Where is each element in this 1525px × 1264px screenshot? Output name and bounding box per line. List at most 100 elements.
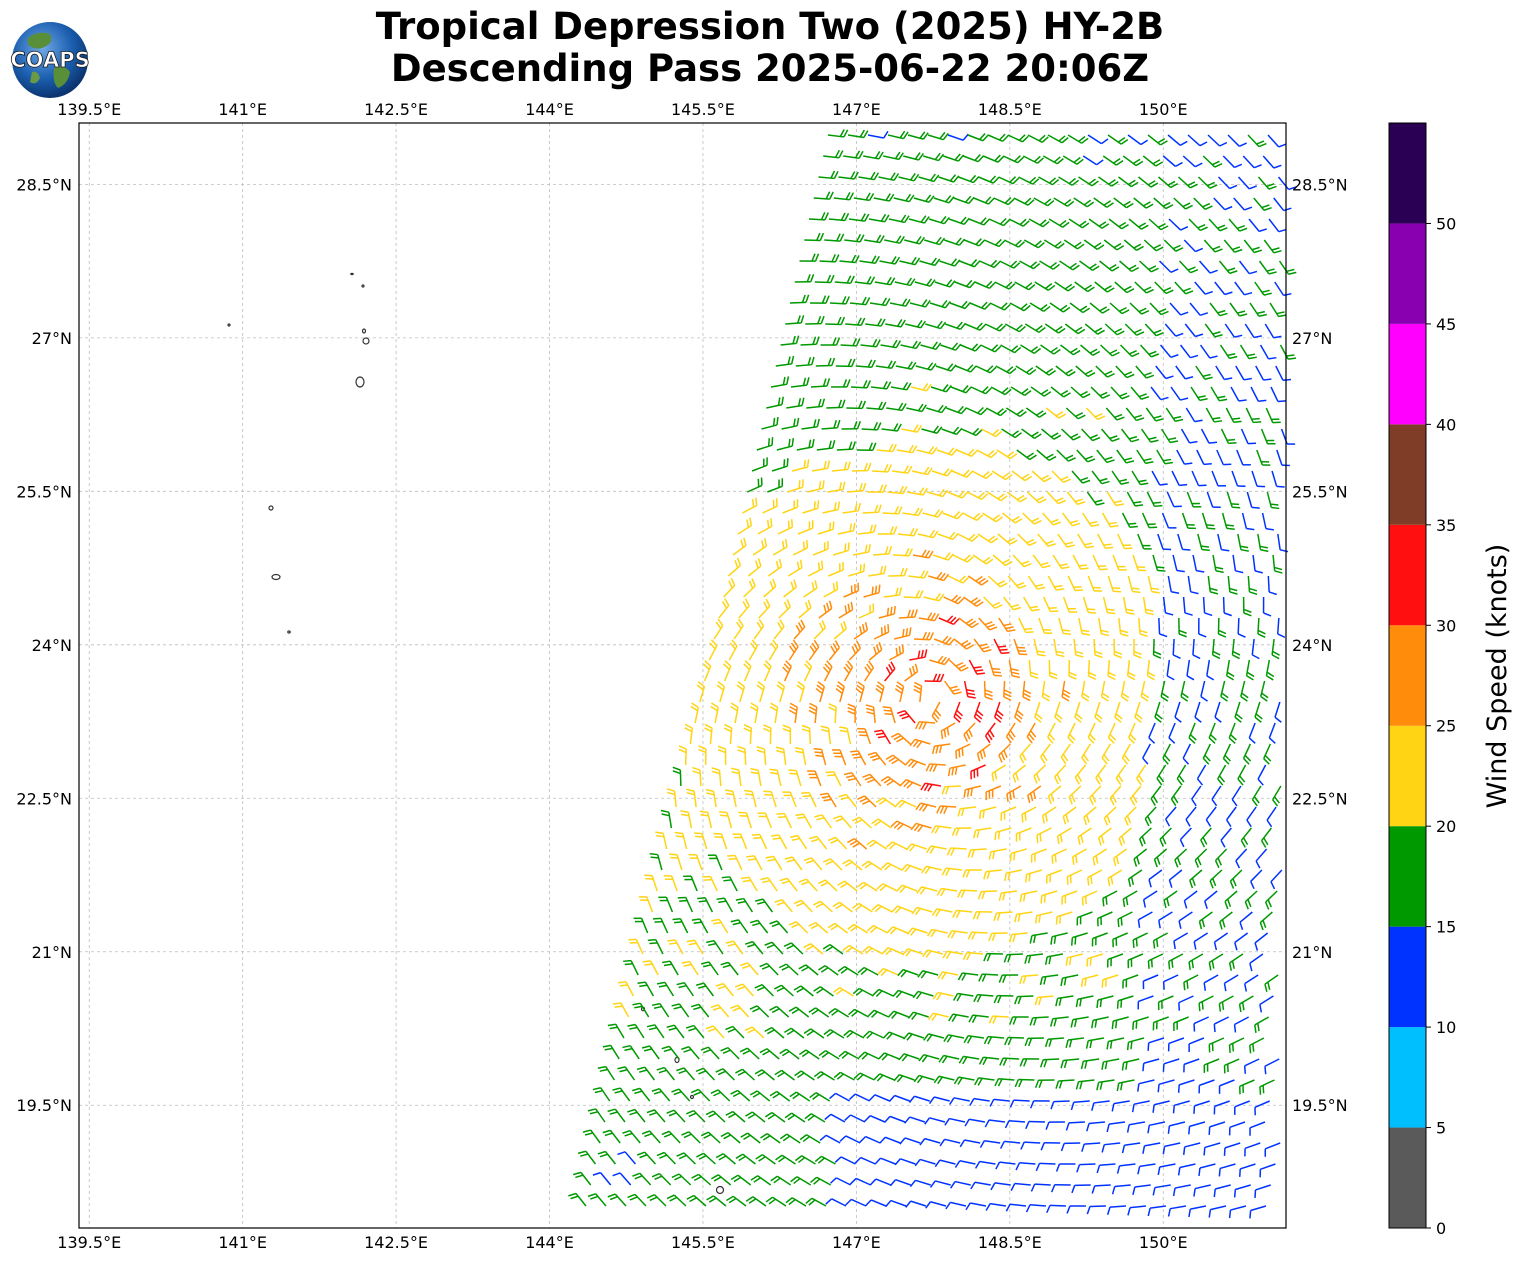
wind-barb	[801, 418, 820, 430]
wind-barb	[957, 533, 979, 542]
wind-barb	[1252, 554, 1263, 574]
wind-barb-staff	[819, 260, 836, 263]
wind-barb-flag	[1117, 136, 1126, 143]
wind-barb-flag	[1129, 525, 1138, 529]
wind-barb-flag	[1075, 498, 1084, 503]
wind-barb-staff	[929, 659, 945, 666]
wind-barb	[863, 660, 875, 682]
wind-barb	[1088, 218, 1110, 229]
wind-barb-flag	[966, 644, 974, 650]
wind-barb-flag	[674, 921, 683, 924]
wind-barb	[1002, 512, 1023, 524]
wind-barb-staff	[1002, 596, 1014, 611]
wind-barb-staff	[1128, 218, 1142, 230]
wind-barb	[828, 212, 850, 222]
wind-barb	[1240, 680, 1249, 702]
wind-barb	[1054, 281, 1076, 292]
wind-barb-staff	[868, 649, 883, 661]
wind-barb	[929, 299, 951, 309]
wind-barb-staff	[1257, 617, 1260, 635]
wind-barb-staff	[1153, 197, 1167, 210]
wind-barb-staff	[944, 785, 961, 788]
wind-barb	[924, 236, 946, 246]
wind-barb-flag	[1009, 853, 1012, 862]
island-outline	[355, 376, 365, 388]
wind-barb-flag	[952, 618, 960, 625]
wind-barb-staff	[1164, 323, 1177, 337]
wind-barb-flag	[710, 639, 718, 647]
wind-barb-staff	[1098, 176, 1113, 187]
wind-barb-flag	[1150, 267, 1159, 273]
wind-barb-staff	[1032, 554, 1044, 569]
wind-barb-staff	[1254, 281, 1265, 296]
wind-barb-flag	[950, 258, 958, 266]
wind-barb-staff	[1149, 302, 1162, 316]
wind-barb	[1089, 302, 1110, 314]
wind-barb	[806, 398, 826, 409]
wind-barb-staff	[1209, 302, 1221, 317]
wind-barb-flag	[1180, 225, 1189, 231]
wind-barb-flag	[924, 550, 931, 558]
wind-barb	[1137, 533, 1152, 550]
wind-barb-staff	[1102, 596, 1109, 613]
wind-barb	[1022, 155, 1044, 164]
wind-barb-flag	[1184, 612, 1193, 616]
wind-barb	[926, 404, 948, 414]
wind-barb-flag	[758, 618, 765, 627]
wind-barb	[1021, 428, 1042, 440]
wind-barb-staff	[1120, 428, 1132, 443]
wind-barb	[988, 217, 1010, 227]
wind-barb-flag	[877, 318, 883, 326]
wind-barb	[851, 380, 871, 389]
wind-barb-flag	[1231, 417, 1241, 420]
wind-barb-staff	[1046, 491, 1059, 505]
wind-barb-flag	[946, 615, 954, 623]
wind-barb	[1172, 638, 1181, 659]
wind-barb-flag	[763, 663, 771, 671]
wind-barb-flag	[955, 750, 958, 759]
wind-barb-flag	[825, 770, 834, 774]
wind-barb-flag	[853, 643, 859, 652]
wind-barb-flag	[1031, 431, 1039, 437]
wind-barb	[852, 544, 871, 556]
wind-barb-flag	[890, 606, 893, 615]
wind-barb-flag	[903, 465, 909, 474]
wind-barb-staff	[824, 239, 841, 242]
wind-barb-staff	[944, 239, 960, 246]
wind-barb	[913, 194, 935, 203]
wind-barb-flag	[1192, 654, 1201, 660]
wind-barb-flag	[1071, 179, 1080, 186]
wind-barb-flag	[772, 578, 777, 587]
wind-barb-flag	[934, 258, 941, 266]
wind-barb-flag	[1040, 389, 1049, 395]
wind-barb-staff	[900, 344, 917, 350]
wind-barb	[1048, 659, 1058, 680]
wind-barb-flag	[1147, 675, 1155, 681]
wind-barb-staff	[1033, 197, 1049, 207]
wind-barb-staff	[1204, 323, 1216, 338]
wind-barb	[1033, 638, 1046, 657]
wind-barb-flag	[743, 663, 751, 671]
wind-barb-flag	[1068, 675, 1077, 680]
wind-barb-flag	[835, 581, 839, 590]
wind-barb-flag	[992, 601, 1001, 607]
wind-barb-staff	[1236, 449, 1244, 466]
wind-barb-flag	[892, 443, 897, 452]
wind-barb	[1053, 638, 1065, 658]
wind-barb-flag	[1146, 288, 1154, 294]
wind-barb	[787, 559, 803, 577]
wind-barb	[1100, 428, 1120, 442]
island-outline	[689, 1094, 695, 1100]
wind-barb-staff	[1077, 533, 1087, 549]
wind-barb	[818, 170, 839, 180]
wind-barb	[1125, 407, 1145, 422]
wind-barb-staff	[1151, 470, 1161, 486]
wind-barb	[811, 460, 831, 472]
wind-barb-staff	[811, 385, 828, 388]
wind-barb-staff	[1223, 239, 1236, 253]
wind-barb	[1104, 323, 1125, 336]
wind-barb-flag	[1237, 633, 1246, 638]
wind-barb	[910, 382, 932, 392]
wind-barb-staff	[1278, 260, 1290, 275]
wind-barb-flag	[1136, 331, 1145, 336]
